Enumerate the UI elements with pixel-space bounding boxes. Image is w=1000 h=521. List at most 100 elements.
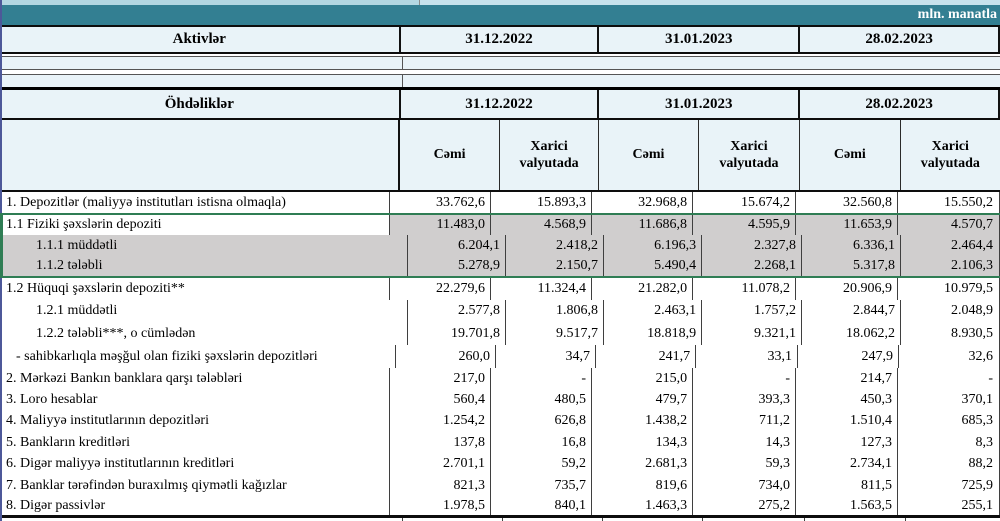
cell-value[interactable]: 6.204,1	[407, 235, 506, 256]
column-header-foreign[interactable]: Xarici valyutada	[699, 120, 801, 190]
column-header-foreign[interactable]: Xarici valyutada	[920, 138, 980, 172]
cell-value[interactable]: 137,8	[390, 432, 491, 453]
cell-value[interactable]: 2.268,1	[702, 256, 802, 276]
cell-value[interactable]: 1.254,2	[390, 410, 491, 432]
cell-value[interactable]: 8,3	[898, 432, 1000, 453]
cell-value[interactable]: 33.762,6	[390, 192, 491, 213]
row-label[interactable]: 3. Loro hesablar	[0, 389, 390, 410]
cell-value[interactable]: 11.483,0	[389, 215, 491, 235]
cell-value[interactable]: -	[898, 368, 1000, 389]
cell-value[interactable]: 11.653,9	[796, 215, 898, 235]
cell-value[interactable]: 1.757,2	[702, 300, 802, 322]
cell-value[interactable]: 1.438,2	[592, 410, 694, 432]
cell-value[interactable]: 6.336,1	[801, 235, 901, 256]
cell-value[interactable]: 480,5	[491, 389, 593, 410]
row-label[interactable]: 1.2.1 müddətli	[0, 300, 408, 322]
cell-value[interactable]: 9.321,1	[702, 322, 802, 345]
cell-value[interactable]: 685,3	[898, 410, 1000, 432]
row-label[interactable]: 1.1.2 tələbli	[0, 256, 408, 276]
cell-value[interactable]: 2.464,4	[900, 235, 1000, 256]
cell-value[interactable]: 15.893,3	[491, 192, 593, 213]
cell-value[interactable]: 2.577,8	[408, 300, 506, 322]
cell-value[interactable]: 725,9	[898, 475, 1000, 496]
cell-value[interactable]: 32,6	[899, 345, 1000, 368]
cell-value[interactable]: 88,2	[898, 453, 1000, 475]
cell-value[interactable]: 10.979,5	[898, 278, 1000, 300]
date-header[interactable]: 28.02.2023	[800, 27, 1000, 52]
cell-value[interactable]: 2.150,7	[506, 256, 605, 276]
date-header[interactable]: 31.12.2022	[401, 90, 600, 118]
column-header-foreign[interactable]: Xarici valyutada	[500, 120, 600, 190]
cell-value[interactable]: 32.968,8	[592, 192, 694, 213]
cell-value[interactable]: 275,2	[693, 496, 796, 515]
cell-value[interactable]: 32.560,8	[796, 192, 898, 213]
cell-value[interactable]: -	[693, 368, 796, 389]
cell-value[interactable]: 2.681,3	[592, 453, 694, 475]
cell-value[interactable]: 1.563,5	[796, 496, 898, 515]
cell-value[interactable]: 2.844,7	[802, 300, 901, 322]
row-label[interactable]: 1.1.1 müddətli	[0, 235, 408, 256]
cell-value[interactable]: 11.078,2	[693, 278, 796, 300]
cell-value[interactable]: 2.327,8	[702, 235, 802, 256]
column-header-total[interactable]: Cəmi	[800, 120, 901, 190]
cell-value[interactable]: 2.106,3	[900, 256, 1000, 276]
cell-value[interactable]: -	[491, 368, 593, 389]
cell-value[interactable]: 260,0	[396, 345, 496, 368]
cell-value[interactable]: 18.818,9	[604, 322, 703, 345]
cell-value[interactable]: 16,8	[491, 432, 593, 453]
row-label[interactable]: 4. Maliyyə institutlarının depozitləri	[0, 410, 390, 432]
cell-value[interactable]: 811,5	[796, 475, 898, 496]
cell-value[interactable]: 59,2	[491, 453, 593, 475]
row-label[interactable]: 1.2 Hüquqi şəxslərin depoziti**	[0, 278, 390, 300]
cell-value[interactable]: 134,3	[592, 432, 694, 453]
cell-value[interactable]: 8.930,5	[901, 322, 1000, 345]
cell-value[interactable]: 18.062,2	[802, 322, 901, 345]
cell-value[interactable]: 247,9	[798, 345, 899, 368]
cell-value[interactable]: 6.196,3	[604, 235, 703, 256]
cell-value[interactable]: 4.570,7	[897, 215, 1000, 235]
cell-value[interactable]: 15.674,2	[693, 192, 796, 213]
row-label[interactable]: 7. Banklar tərəfindən buraxılmış qiymətl…	[0, 475, 390, 496]
row-label[interactable]: 1.1 Fiziki şəxslərin depoziti	[0, 215, 390, 235]
cell-value[interactable]: 4.595,9	[693, 215, 796, 235]
empty-row[interactable]	[0, 74, 1000, 87]
cell-value[interactable]: 450,3	[796, 389, 898, 410]
cell-value[interactable]: 21.282,0	[592, 278, 694, 300]
cell-value[interactable]: 2.701,1	[390, 453, 491, 475]
cell-value[interactable]: 5.278,9	[407, 256, 506, 276]
cell-value[interactable]: 33,1	[696, 345, 798, 368]
cell-value[interactable]: 255,1	[898, 496, 1000, 515]
cell-value[interactable]: 370,1	[898, 389, 1000, 410]
cell-value[interactable]: 2.048,9	[901, 300, 1000, 322]
row-label[interactable]: 1.2.2 tələbli***, o cümlədən	[0, 322, 408, 345]
cell-value[interactable]: 626,8	[491, 410, 593, 432]
assets-section-title[interactable]: Aktivlər	[0, 27, 401, 52]
date-header[interactable]: 31.01.2023	[599, 90, 801, 118]
cell-value[interactable]: 1.978,5	[390, 496, 491, 515]
cell-value[interactable]: 241,7	[596, 345, 697, 368]
cell-value[interactable]: 2.418,2	[506, 235, 605, 256]
cell-value[interactable]: 20.906,9	[796, 278, 898, 300]
cell-value[interactable]: 34,7	[496, 345, 597, 368]
cell-value[interactable]: 735,7	[491, 475, 593, 496]
cell-value[interactable]: 11.686,8	[592, 215, 694, 235]
cell-value[interactable]: 1.463,3	[592, 496, 694, 515]
row-label[interactable]: - sahibkarlıqla məşğul olan fiziki şəxsl…	[0, 345, 396, 368]
cell-value[interactable]: 2.463,1	[604, 300, 703, 322]
row-label[interactable]: 8. Digər passivlər	[0, 496, 390, 515]
date-header[interactable]: 31.12.2022	[401, 27, 600, 52]
cell-value[interactable]: 711,2	[693, 410, 796, 432]
cell-value[interactable]: 819,6	[592, 475, 694, 496]
cell-value[interactable]: 5.490,4	[604, 256, 703, 276]
cell-value[interactable]: 4.568,9	[491, 215, 593, 235]
cell-value[interactable]: 840,1	[491, 496, 593, 515]
cell-value[interactable]: 215,0	[592, 368, 694, 389]
column-header-total[interactable]: Cəmi	[400, 120, 500, 190]
cell-value[interactable]: 127,3	[796, 432, 898, 453]
cell-value[interactable]: 217,0	[390, 368, 491, 389]
cell-value[interactable]: 9.517,7	[506, 322, 605, 345]
date-header[interactable]: 31.01.2023	[599, 27, 801, 52]
cell-value[interactable]: 5.317,8	[801, 256, 901, 276]
cell-value[interactable]: 11.324,4	[491, 278, 593, 300]
cell-value[interactable]: 19.701,8	[408, 322, 506, 345]
